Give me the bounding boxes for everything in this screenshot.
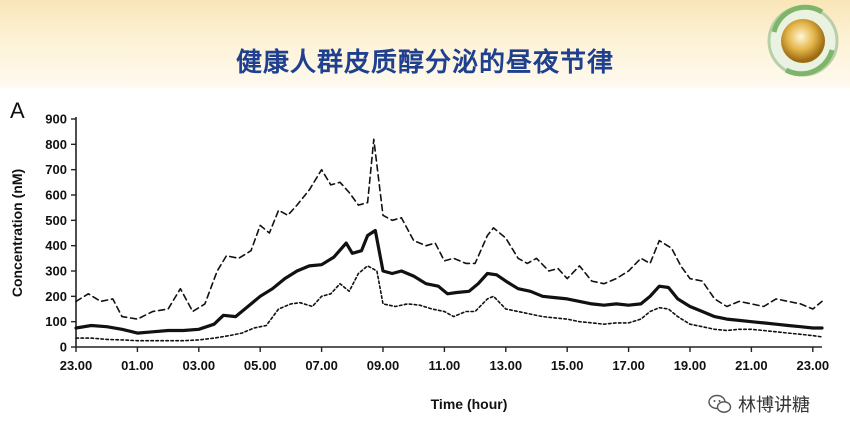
y-tick-label: 400 — [45, 238, 67, 253]
y-tick-label: 700 — [45, 162, 67, 177]
y-tick-label: 100 — [45, 314, 67, 329]
y-tick-label: 900 — [45, 112, 67, 127]
y-tick-label: 500 — [45, 213, 67, 228]
y-tick-label: 300 — [45, 264, 67, 279]
y-tick-label: 800 — [45, 137, 67, 152]
watermark-text: 林博讲糖 — [738, 395, 810, 416]
x-tick-label: 09.00 — [367, 358, 400, 373]
slide-header — [0, 0, 850, 88]
page-title: 健康人群皮质醇分泌的昼夜节律 — [235, 48, 614, 78]
x-axis-label: Time (hour) — [431, 396, 508, 412]
x-tick-label: 23.00 — [797, 358, 830, 373]
series-line-dotted — [75, 265, 823, 342]
x-tick-label: 23.00 — [60, 358, 93, 373]
globe-logo-icon — [767, 4, 839, 77]
x-tick-label: 03.00 — [183, 358, 216, 373]
x-tick-label: 01.00 — [121, 358, 154, 373]
x-tick-label: 19.00 — [674, 358, 707, 373]
x-tick-label: 07.00 — [305, 358, 338, 373]
wechat-icon — [708, 394, 732, 413]
series-line-dashed — [75, 138, 823, 320]
x-tick-label: 17.00 — [612, 358, 645, 373]
panel-label: A — [10, 98, 25, 123]
x-tick-label: 05.00 — [244, 358, 277, 373]
x-tick-label: 13.00 — [490, 358, 523, 373]
x-tick-label: 11.00 — [428, 358, 460, 373]
watermark: 林博讲糖 — [708, 391, 810, 417]
y-axis-label: Concentration (nM) — [9, 169, 25, 297]
y-tick-label: 0 — [60, 340, 67, 355]
x-tick-label: 15.00 — [551, 358, 584, 373]
y-tick-label: 600 — [45, 188, 67, 203]
series-line-solid — [74, 228, 824, 335]
x-tick-label: 21.00 — [735, 358, 768, 373]
y-tick-label: 200 — [45, 289, 67, 304]
